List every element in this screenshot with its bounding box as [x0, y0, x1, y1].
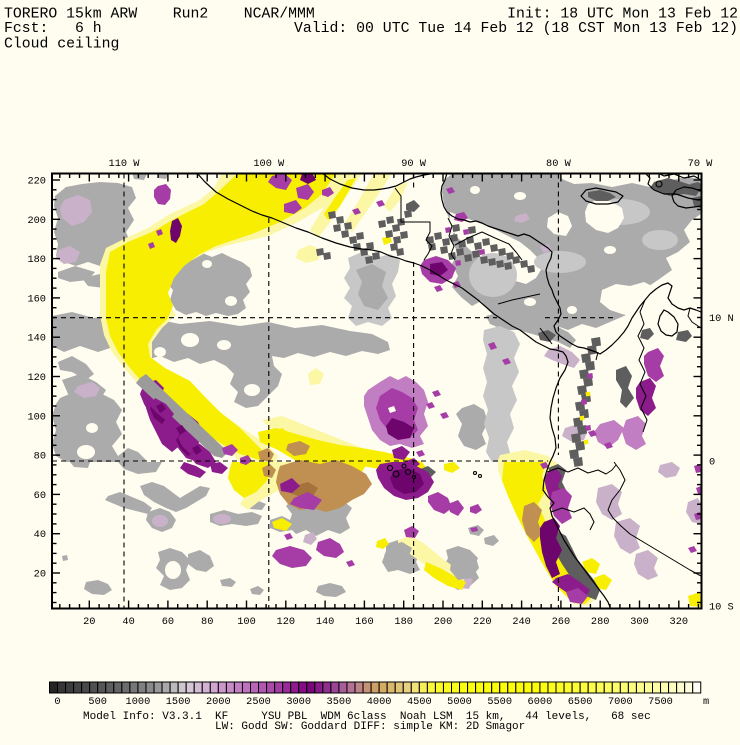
- svg-text:7500: 7500: [648, 696, 673, 708]
- svg-text:7000: 7000: [608, 696, 633, 708]
- svg-text:Init: 18 UTC Mon 13 Feb 12: Init: 18 UTC Mon 13 Feb 12: [507, 7, 738, 23]
- svg-text:1000: 1000: [126, 696, 151, 708]
- svg-text:110 W: 110 W: [109, 158, 141, 170]
- svg-text:10 N: 10 N: [709, 313, 734, 325]
- svg-text:20: 20: [34, 569, 46, 581]
- svg-text:1500: 1500: [166, 696, 191, 708]
- svg-text:3500: 3500: [327, 696, 352, 708]
- svg-text:220: 220: [473, 616, 492, 628]
- svg-text:10 S: 10 S: [709, 602, 734, 614]
- svg-text:160: 160: [355, 616, 374, 628]
- svg-text:4500: 4500: [407, 696, 432, 708]
- svg-text:60: 60: [162, 616, 174, 628]
- svg-text:80: 80: [34, 451, 46, 463]
- svg-text:300: 300: [630, 616, 649, 628]
- svg-text:240: 240: [512, 616, 531, 628]
- svg-text:0: 0: [54, 696, 60, 708]
- svg-text:120: 120: [277, 616, 296, 628]
- svg-text:100 W: 100 W: [253, 158, 285, 170]
- svg-text:m: m: [703, 696, 709, 708]
- svg-text:5000: 5000: [447, 696, 472, 708]
- svg-text:200: 200: [434, 616, 453, 628]
- svg-text:220: 220: [27, 176, 46, 188]
- svg-text:320: 320: [670, 616, 689, 628]
- svg-text:200: 200: [27, 215, 46, 227]
- svg-text:80 W: 80 W: [546, 158, 572, 170]
- svg-text:140: 140: [316, 616, 335, 628]
- svg-text:280: 280: [591, 616, 610, 628]
- svg-text:4000: 4000: [367, 696, 392, 708]
- svg-text:40: 40: [34, 529, 46, 541]
- svg-text:70 W: 70 W: [688, 158, 714, 170]
- svg-text:Cloud ceiling: Cloud ceiling: [4, 37, 119, 53]
- svg-text:TORERO 15km ARW Run2 NCA: TORERO 15km ARW Run2 NCAR/MMM: [4, 7, 315, 23]
- svg-text:100: 100: [237, 616, 256, 628]
- svg-text:6000: 6000: [528, 696, 553, 708]
- svg-text:120: 120: [27, 372, 46, 384]
- svg-text:40: 40: [122, 616, 134, 628]
- svg-text:LW: Godd SW: Goddard DIFF: sim: LW: Godd SW: Goddard DIFF: simple KM: 2D…: [215, 721, 525, 733]
- svg-text:3000: 3000: [286, 696, 311, 708]
- svg-text:90 W: 90 W: [401, 158, 427, 170]
- svg-text:Model Info: V3.3.1 KF YSU: Model Info: V3.3.1 KF YSU PBL WDM 6class…: [83, 711, 651, 723]
- svg-text:140: 140: [27, 333, 46, 345]
- svg-text:2500: 2500: [246, 696, 271, 708]
- svg-text:80: 80: [201, 616, 213, 628]
- svg-text:0: 0: [709, 457, 715, 469]
- svg-text:2000: 2000: [206, 696, 231, 708]
- svg-text:5500: 5500: [487, 696, 512, 708]
- svg-text:Valid: 00 UTC Tue 14 Feb 12 (1: Valid: 00 UTC Tue 14 Feb 12 (18 CST Mon …: [294, 21, 738, 37]
- svg-text:100: 100: [27, 411, 46, 423]
- svg-text:260: 260: [552, 616, 571, 628]
- svg-text:160: 160: [27, 293, 46, 305]
- svg-text:180: 180: [394, 616, 413, 628]
- svg-text:6500: 6500: [568, 696, 593, 708]
- svg-text:60: 60: [34, 490, 46, 502]
- svg-text:20: 20: [83, 616, 95, 628]
- svg-text:180: 180: [27, 254, 46, 266]
- svg-text:500: 500: [88, 696, 107, 708]
- svg-text:Fcst: 6 h: Fcst: 6 h: [4, 21, 102, 37]
